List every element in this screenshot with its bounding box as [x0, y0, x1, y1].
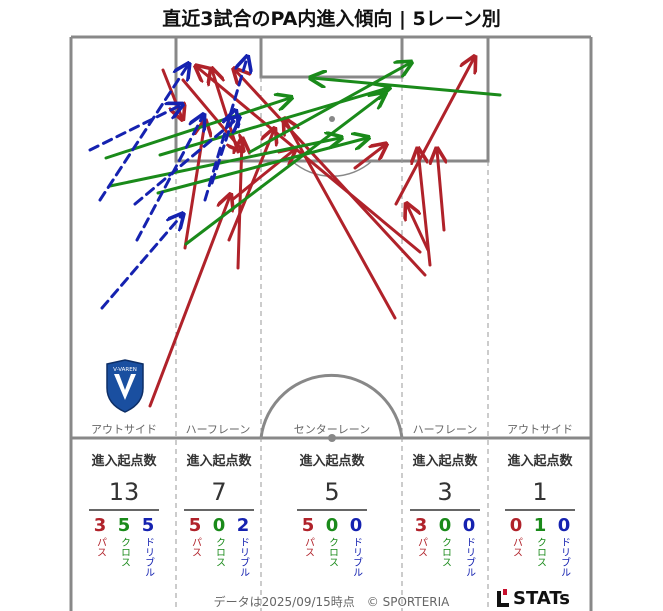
cross-arrow [156, 138, 367, 195]
cross-label: クロス [534, 537, 546, 567]
pass-arrow [407, 205, 430, 252]
stat-head: 進入起点数 [299, 454, 365, 469]
pass-arrow [437, 150, 444, 232]
cross-label: クロス [213, 537, 225, 567]
cross-count: 1 [533, 515, 547, 536]
pass-count: 0 [509, 515, 523, 536]
pass-arrow [353, 145, 385, 170]
cross-label: クロス [439, 537, 451, 567]
stats-logo: STATs [497, 588, 570, 609]
dribble-count: 0 [557, 515, 571, 536]
stat-head: 進入起点数 [91, 454, 157, 469]
pass-count: 5 [301, 515, 315, 536]
cross-label: クロス [326, 537, 338, 567]
cross-label: クロス [118, 537, 130, 567]
lane-label: ハーフレーン [413, 423, 478, 436]
dribble-label: ドリブル [558, 537, 570, 577]
dribble-count: 0 [349, 515, 363, 536]
lane-label: アウトサイド [507, 423, 573, 436]
cross-count: 0 [438, 515, 452, 536]
cross-count: 5 [117, 515, 131, 536]
cross-arrow [158, 88, 388, 157]
stat-head: 進入起点数 [186, 454, 252, 469]
pass-count: 3 [93, 515, 107, 536]
dribble-count: 5 [141, 515, 155, 536]
lane-stat-half-right: 進入起点数 3 3 パス 0 クロス 0 ドリブル [395, 450, 495, 577]
badge-text: V-VAREN [113, 367, 137, 373]
dribble-arrow [135, 116, 203, 242]
stats-logo-icon [497, 588, 509, 607]
lane-label: ハーフレーン [186, 423, 251, 436]
dribble-label: ドリブル [463, 537, 475, 577]
cross-arrow [108, 138, 340, 188]
goal-box [259, 37, 404, 79]
stats-logo-text: STATs [513, 588, 570, 609]
cross-count: 0 [212, 515, 226, 536]
pass-label: パス [510, 537, 522, 557]
pass-arrow [285, 120, 397, 320]
dribble-arrow [203, 58, 247, 202]
stat-total: 1 [532, 478, 548, 506]
dribble-label: ドリブル [350, 537, 362, 577]
cross-arrow [312, 78, 502, 97]
pass-arrow [418, 150, 432, 267]
pass-arrow [394, 58, 474, 206]
dribble-arrow [210, 112, 235, 185]
stat-total: 3 [437, 478, 453, 506]
dribble-count: 2 [236, 515, 250, 536]
stat-head: 進入起点数 [507, 454, 573, 469]
pass-arrow [235, 70, 427, 277]
stat-total: 7 [211, 478, 227, 506]
dribble-arrow [133, 118, 238, 206]
pass-label: パス [302, 537, 314, 557]
dribble-label: ドリブル [142, 537, 154, 577]
lane-stat-half-left: 進入起点数 7 5 パス 0 クロス 2 ドリブル [169, 450, 269, 577]
center-circle [259, 373, 404, 439]
dribble-arrow [88, 105, 181, 152]
lane-label: センターレーン [294, 423, 370, 436]
lane-stat-outside-right: 進入起点数 1 0 パス 1 クロス 0 ドリブル [490, 450, 590, 577]
cross-arrow [248, 63, 410, 154]
center-spot [328, 434, 336, 442]
team-badge: V-VAREN [106, 359, 144, 413]
lane-stat-outside-left: 進入起点数 13 3 パス 5 クロス 5 ドリブル [74, 450, 174, 577]
pass-label: パス [94, 537, 106, 557]
pass-count: 3 [414, 515, 428, 536]
lane-label: アウトサイド [91, 423, 157, 436]
pass-arrow [230, 150, 294, 202]
pass-count: 5 [188, 515, 202, 536]
stat-total: 13 [108, 478, 140, 506]
stat-total: 5 [324, 478, 340, 506]
dribble-arrow [98, 65, 188, 202]
lane-labels: アウトサイド ハーフレーン センターレーン ハーフレーン アウトサイド [91, 423, 573, 436]
cross-count: 0 [325, 515, 339, 536]
footer-note: データは2025/09/15時点 © SPORTERIA [213, 595, 450, 609]
dribble-arrow [100, 215, 182, 310]
stat-head: 進入起点数 [412, 454, 478, 469]
dribble-label: ドリブル [237, 537, 249, 577]
chart-title: 直近3試合のPA内進入傾向 | 5レーン別 [162, 8, 501, 30]
penalty-spot [329, 116, 335, 122]
lane-dividers [175, 77, 489, 611]
pass-arrow [148, 196, 230, 408]
cross-arrow [184, 94, 384, 246]
lane-stat-center: 進入起点数 5 5 パス 0 クロス 0 ドリブル [282, 450, 382, 577]
dribble-count: 0 [462, 515, 476, 536]
pass-label: パス [415, 537, 427, 557]
pass-label: パス [189, 537, 201, 557]
arrows-layer [88, 58, 502, 408]
